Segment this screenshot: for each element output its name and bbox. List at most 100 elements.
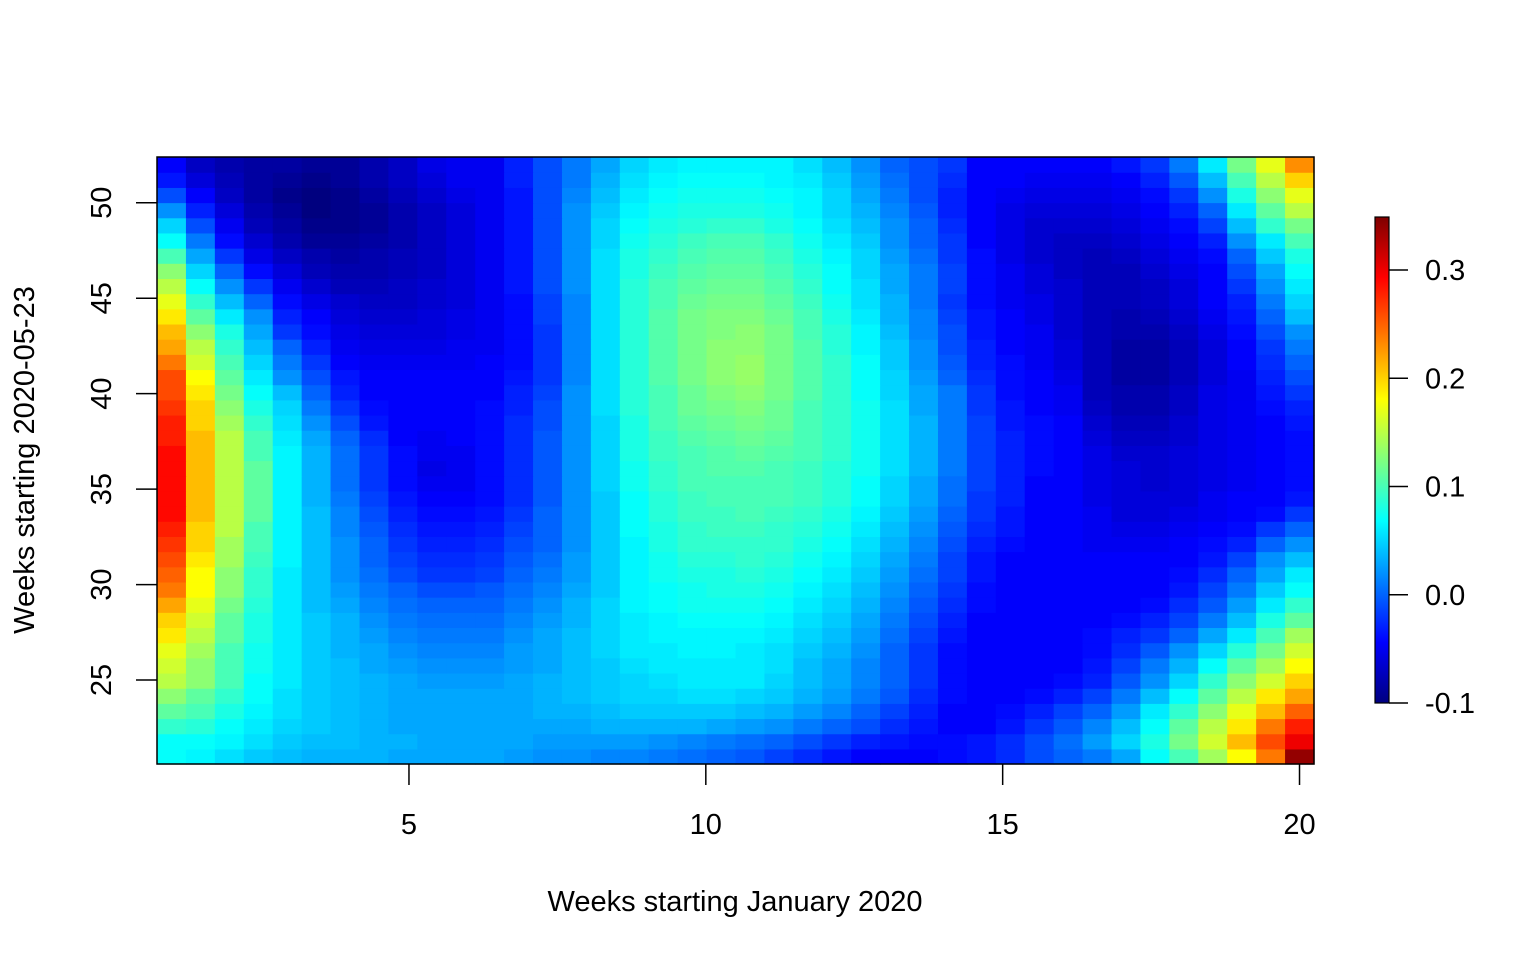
- heatmap-cell: [359, 521, 389, 537]
- heatmap-cell: [1024, 354, 1055, 371]
- heatmap-cell: [1024, 748, 1055, 765]
- heatmap-cell: [706, 490, 737, 507]
- heatmap-cell: [880, 187, 910, 204]
- heatmap-cell: [706, 551, 737, 568]
- heatmap-cell: [822, 323, 852, 340]
- heatmap-cell: [764, 490, 794, 507]
- heatmap-cell: [880, 506, 910, 522]
- heatmap-cell: [1111, 384, 1142, 401]
- heatmap-cell: [793, 157, 823, 173]
- heatmap-cell: [937, 202, 968, 219]
- heatmap-cell: [417, 217, 447, 234]
- heatmap-cell: [1111, 748, 1142, 765]
- heatmap-cell: [533, 293, 563, 310]
- heatmap-cell: [677, 703, 708, 720]
- heatmap-cell: [1285, 566, 1315, 583]
- heatmap-cell: [1227, 490, 1257, 507]
- heatmap-cell: [851, 323, 881, 340]
- heatmap-cell: [272, 566, 303, 583]
- heatmap-cell: [475, 657, 505, 674]
- heatmap-cell: [1198, 384, 1228, 401]
- heatmap-cell: [301, 172, 332, 188]
- heatmap-cell: [330, 414, 361, 431]
- heatmap-cell: [1198, 703, 1228, 720]
- heatmap-cell: [735, 748, 766, 765]
- heatmap-cell: [880, 733, 910, 750]
- heatmap-cell: [504, 490, 534, 507]
- heatmap-cell: [677, 430, 708, 446]
- heatmap-cell: [966, 566, 997, 583]
- heatmap-cell: [388, 551, 418, 568]
- heatmap-cell: [677, 248, 708, 264]
- heatmap-cell: [561, 293, 592, 310]
- heatmap-cell: [504, 612, 534, 629]
- heatmap-cell: [793, 430, 823, 446]
- heatmap-cell: [764, 445, 794, 462]
- heatmap-cell: [648, 323, 679, 340]
- heatmap-cell: [1082, 657, 1113, 674]
- heatmap-cell: [706, 369, 737, 386]
- heatmap-cell: [677, 278, 708, 295]
- heatmap-cell: [966, 339, 997, 355]
- heatmap-cell: [764, 733, 794, 750]
- heatmap-cell: [330, 612, 361, 629]
- heatmap-cell: [301, 657, 332, 674]
- heatmap-cell: [619, 612, 650, 629]
- heatmap-cell: [648, 718, 679, 735]
- heatmap-cell: [1285, 278, 1315, 295]
- heatmap-cell: [822, 612, 852, 629]
- heatmap-cell: [590, 566, 621, 583]
- heatmap-cell: [359, 339, 389, 355]
- heatmap-cell: [388, 263, 418, 279]
- heatmap-cell: [417, 430, 447, 446]
- heatmap-cell: [822, 263, 852, 279]
- heatmap-cell: [937, 414, 968, 431]
- heatmap-cell: [330, 506, 361, 522]
- heatmap-cell: [243, 187, 274, 204]
- heatmap-cell: [677, 369, 708, 386]
- heatmap-cell: [157, 445, 187, 462]
- heatmap-cell: [793, 551, 823, 568]
- heatmap-cell: [1169, 323, 1199, 340]
- heatmap-cell: [648, 627, 679, 644]
- heatmap-cell: [533, 369, 563, 386]
- heatmap-cell: [1024, 521, 1055, 537]
- heatmap-cell: [909, 354, 939, 371]
- heatmap-cell: [330, 323, 361, 340]
- heatmap-cell: [185, 506, 216, 522]
- heatmap-cell: [909, 263, 939, 279]
- heatmap-cell: [880, 354, 910, 371]
- heatmap-cell: [822, 688, 852, 704]
- heatmap-cell: [561, 657, 592, 674]
- heatmap-cell: [388, 202, 418, 219]
- heatmap-cell: [648, 187, 679, 204]
- heatmap-cell: [243, 339, 274, 355]
- heatmap-cell: [1140, 232, 1170, 249]
- heatmap-cell: [735, 308, 766, 325]
- heatmap-cell: [1285, 581, 1315, 598]
- heatmap-cell: [1198, 323, 1228, 340]
- heatmap-cell: [1285, 414, 1315, 431]
- heatmap-cell: [1256, 414, 1286, 431]
- heatmap-cell: [1256, 612, 1286, 629]
- heatmap-cell: [706, 430, 737, 446]
- heatmap-cell: [1256, 157, 1286, 173]
- heatmap-cell: [706, 217, 737, 234]
- heatmap-cell: [446, 642, 476, 659]
- heatmap-cell: [475, 733, 505, 750]
- heatmap-cell: [822, 657, 852, 674]
- heatmap-cell: [909, 445, 939, 462]
- heatmap-cell: [1198, 612, 1228, 629]
- heatmap-cell: [561, 354, 592, 371]
- heatmap-cell: [851, 748, 881, 765]
- heatmap-cell: [764, 536, 794, 553]
- heatmap-cell: [1024, 612, 1055, 629]
- heatmap-cell: [157, 688, 187, 704]
- heatmap-cell: [185, 263, 216, 279]
- heatmap-cell: [619, 657, 650, 674]
- heatmap-cell: [1227, 399, 1257, 416]
- heatmap-cell: [590, 597, 621, 613]
- heatmap-cell: [272, 475, 303, 492]
- heatmap-cell: [937, 597, 968, 613]
- heatmap-cell: [1285, 642, 1315, 659]
